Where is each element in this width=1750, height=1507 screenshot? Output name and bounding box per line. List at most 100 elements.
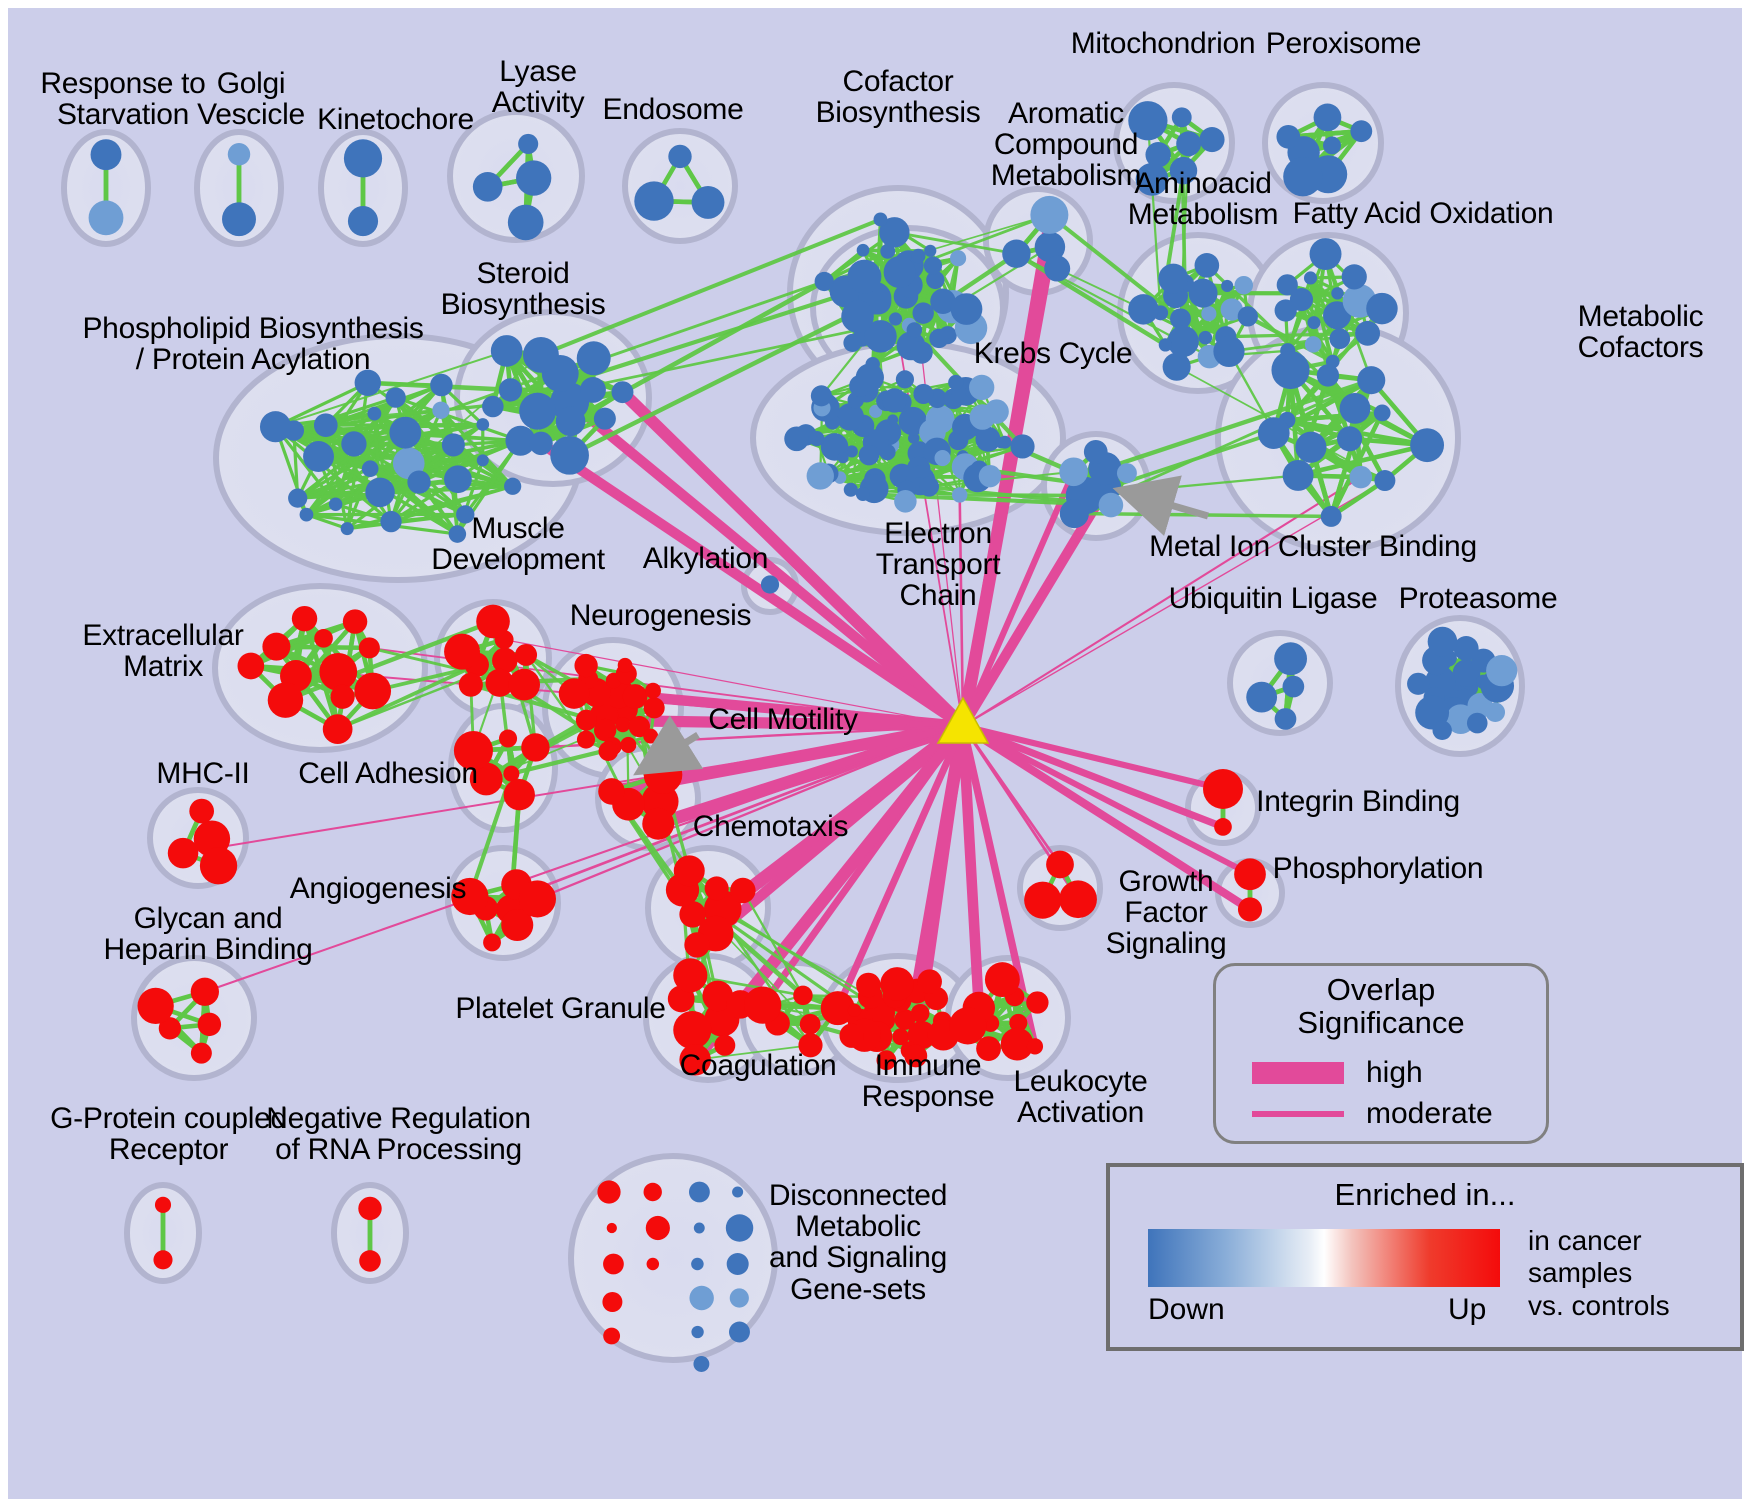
gene-set-node [598, 778, 625, 805]
gene-set-node [1329, 328, 1351, 350]
gene-set-node [593, 718, 617, 742]
gene-set-node [158, 1017, 182, 1040]
gene-set-node [704, 876, 729, 901]
gene-set-node [1116, 463, 1137, 484]
gene-set-node [1350, 120, 1373, 143]
gene-set-node [1309, 238, 1342, 271]
hub-edge [536, 724, 965, 901]
gene-set-node [197, 1012, 222, 1037]
cluster-label-steroid-biosynthesis: Steroid Biosynthesis [440, 257, 606, 322]
gene-set-node [978, 464, 1002, 488]
hub-edge [958, 721, 1255, 914]
network-canvas: Response to Starvation Golgi Vescicle Kine… [8, 8, 1744, 1499]
cluster-label-endosome: Endosome [602, 93, 744, 126]
inter-cluster-edge [957, 493, 1087, 498]
gene-set-node [444, 633, 481, 670]
legend-label-high: high [1366, 1056, 1423, 1089]
cluster-label-leukocyte-activation: Leukocyte Activation [1013, 1065, 1148, 1130]
gene-set-node [1355, 320, 1381, 346]
overlap-edge [345, 512, 467, 531]
gene-set-node [1024, 881, 1062, 919]
gene-set-node [476, 418, 490, 431]
gene-set-node [267, 682, 304, 718]
gene-set-node [441, 433, 465, 457]
gene-set-node [1010, 434, 1035, 459]
gene-set-node [1322, 136, 1341, 155]
gene-set-node [1453, 636, 1479, 661]
cluster-halo-disconnected-gene-sets [568, 1153, 778, 1363]
gene-set-node [490, 335, 523, 367]
hub-node[interactable] [936, 696, 990, 744]
gene-set-node [137, 987, 174, 1025]
gene-set-node [504, 477, 522, 495]
gene-set-node [453, 731, 493, 771]
gene-set-nodes [88, 101, 1518, 1372]
gene-set-node [343, 139, 383, 178]
gene-set-node [847, 259, 882, 294]
gene-set-node [508, 668, 541, 701]
hub-edge [564, 396, 969, 732]
cluster-label-kinetochore: Kinetochore [317, 103, 474, 136]
gene-set-node [222, 202, 256, 237]
gene-set-node [606, 1222, 617, 1234]
gene-set-node [620, 736, 637, 753]
gene-set-node [341, 431, 367, 457]
gene-set-node [90, 139, 122, 171]
cluster-label-extracellular-matrix: Extracellular Matrix [82, 619, 244, 684]
gene-set-node [593, 407, 616, 430]
gene-set-node [907, 1020, 936, 1050]
gene-set-node [507, 204, 544, 241]
gene-set-node [1135, 162, 1169, 196]
gene-set-node [1059, 457, 1088, 487]
gene-set-node [856, 243, 870, 257]
cluster-label-lyase-activity: Lyase Activity [491, 55, 585, 120]
overlap-edge [1286, 128, 1364, 140]
gene-set-node [1271, 350, 1310, 390]
gene-set-node [843, 333, 862, 352]
gene-set-node [760, 575, 780, 594]
gene-set-node [673, 855, 705, 887]
gene-set-node [1427, 626, 1458, 657]
gene-set-node [984, 399, 1009, 424]
inter-cluster-edge [694, 1044, 812, 1061]
legend-color-ramp [1148, 1229, 1500, 1287]
gene-set-node [1289, 287, 1314, 312]
inter-cluster-edge [1014, 251, 1168, 348]
colon-cancer-hub-triangle[interactable] [936, 696, 990, 744]
gene-set-node [576, 341, 611, 376]
cluster-label-phosphorylation: Phosphorylation [1272, 852, 1484, 885]
cluster-label-metal-ion-cluster-binding: Metal Ion Cluster Binding [1149, 530, 1477, 563]
cluster-label-cofactor-biosynthesis: Cofactor Biosynthesis [815, 65, 981, 130]
gene-set-node [1366, 292, 1398, 325]
gene-set-node [602, 1292, 623, 1312]
gene-set-node [380, 510, 402, 533]
gene-set-node [1213, 335, 1245, 368]
gene-set-node [1349, 465, 1373, 489]
arrow-cell-motility-icon [633, 715, 704, 776]
hub-edge [535, 438, 969, 732]
cluster-label-disconnected-gene-sets: Disconnected Metabolic and Signaling Gen… [768, 1179, 948, 1306]
gene-set-node [691, 1325, 704, 1339]
gene-set-node [259, 411, 292, 443]
hub-edge [959, 468, 1077, 730]
gene-set-node [456, 505, 475, 524]
cluster-label-proteasome: Proteasome [1398, 582, 1558, 615]
gene-set-node [1486, 655, 1518, 687]
gene-set-node [483, 933, 501, 952]
gene-set-node [1337, 426, 1363, 452]
gene-set-node [1034, 231, 1066, 263]
gene-set-node [1432, 720, 1452, 741]
gene-set-node [432, 401, 450, 419]
gene-set-node [643, 1182, 662, 1202]
gene-set-node [843, 482, 858, 497]
gene-set-node [430, 373, 453, 397]
hub-edge [616, 386, 970, 733]
gene-set-node [679, 901, 706, 928]
cluster-label-glycan-heparin-binding: Glycan and Heparin Binding [103, 902, 313, 967]
cluster-label-krebs-cycle: Krebs Cycle [973, 337, 1133, 370]
gene-set-node [725, 1214, 754, 1242]
cluster-label-alkylation: Alkylation [642, 542, 769, 575]
gene-set-node [1466, 712, 1488, 734]
gene-set-node [948, 374, 964, 391]
